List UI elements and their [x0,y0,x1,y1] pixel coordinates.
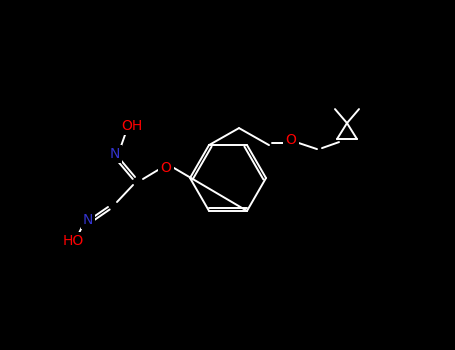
Text: N: N [83,213,93,227]
Text: O: O [161,161,172,175]
Text: OH: OH [121,119,142,133]
Text: HO: HO [63,234,84,248]
Text: N: N [110,147,120,161]
Text: O: O [286,133,297,147]
